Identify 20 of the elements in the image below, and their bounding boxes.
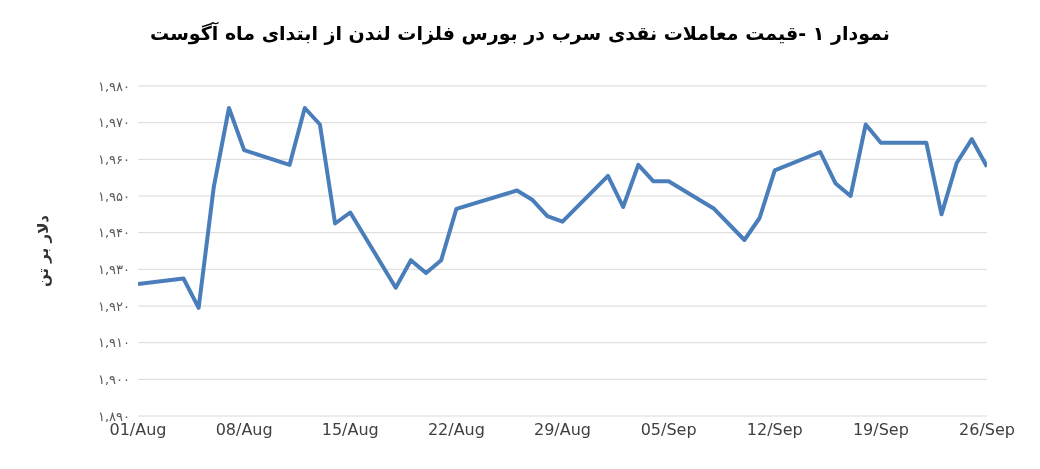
x-tick-label: 08/Aug bbox=[215, 420, 273, 440]
y-tick-label: ۱,۹۷۰ bbox=[97, 115, 130, 131]
x-tick-label: 29/Aug bbox=[534, 420, 591, 440]
y-tick-label: ۱,۹۱۰ bbox=[97, 335, 130, 351]
line-series bbox=[138, 106, 987, 310]
y-tick-label: ۱,۹۰۰ bbox=[97, 371, 130, 387]
x-tick-label: 26/Sep bbox=[959, 420, 1015, 440]
y-tick-label: ۱,۹۳۰ bbox=[97, 261, 130, 277]
x-tick-label: 15/Aug bbox=[321, 420, 379, 440]
x-tick-label: 12/Sep bbox=[746, 420, 803, 440]
y-tick-label: ۱,۹۸۰ bbox=[97, 78, 130, 94]
y-tick-label: ۱,۹۶۰ bbox=[97, 151, 130, 167]
y-axis-title: دلار بر تن bbox=[34, 214, 53, 288]
x-tick-label: 05/Sep bbox=[640, 420, 697, 440]
y-tick-label: ۱,۹۵۰ bbox=[97, 188, 130, 204]
y-tick-label: ۱,۹۴۰ bbox=[97, 225, 130, 241]
y-tick-label: ۱,۹۲۰ bbox=[97, 298, 130, 314]
chart-title: نمودار ۱ -قیمت معاملات نقدی سرب در بورس فلزات لندن از ابتدای ماه آگوست bbox=[149, 21, 891, 47]
x-tick-label: 19/Sep bbox=[852, 420, 909, 440]
x-tick-label: 22/Aug bbox=[427, 420, 485, 440]
